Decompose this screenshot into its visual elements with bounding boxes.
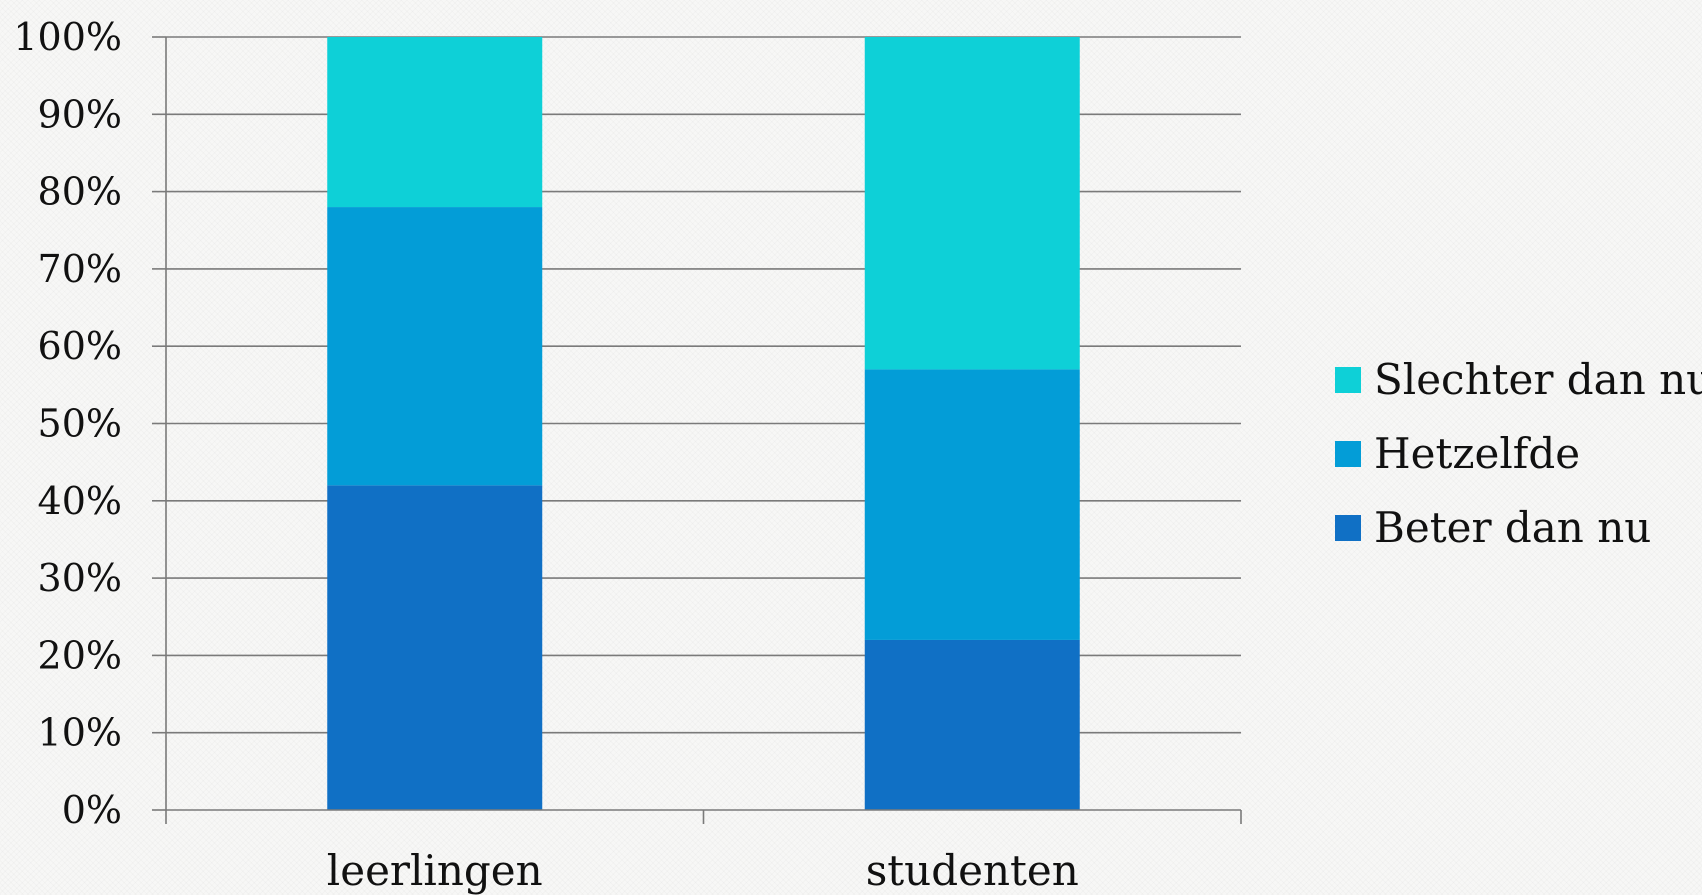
legend-label: Beter dan nu	[1374, 503, 1651, 552]
legend-label: Slechter dan nu	[1374, 355, 1702, 404]
y-tick-label: 10%	[38, 711, 122, 755]
x-category-label: leerlingen	[327, 846, 543, 895]
y-tick-label: 90%	[38, 92, 122, 136]
y-tick-label: 20%	[38, 633, 122, 677]
bar-segment	[864, 37, 1080, 370]
y-tick-label: 60%	[38, 324, 122, 368]
bar-segment	[327, 207, 543, 486]
y-tick-label: 50%	[38, 402, 122, 446]
y-tick-label: 40%	[38, 479, 122, 523]
bar-segment	[327, 37, 543, 208]
x-category-label: studenten	[866, 846, 1079, 895]
y-tick-label: 30%	[38, 556, 122, 600]
y-tick-label: 70%	[38, 247, 122, 291]
legend-swatch	[1335, 367, 1361, 393]
bar-segment	[864, 639, 1080, 810]
bar-segment	[864, 369, 1080, 640]
y-tick-label: 0%	[62, 788, 122, 832]
legend-swatch	[1335, 515, 1361, 541]
axes	[152, 36, 1242, 824]
legend: Slechter dan nu Hetzelfde Beter dan nu	[1335, 355, 1702, 552]
y-tick-label: 100%	[13, 15, 122, 59]
legend-swatch	[1335, 441, 1361, 467]
y-tick-label: 80%	[38, 170, 122, 214]
legend-label: Hetzelfde	[1374, 429, 1580, 478]
y-tick-labels: 0% 10% 20% 30% 40% 50% 60% 70% 80% 90% 100%	[13, 15, 122, 832]
x-category-labels: leerlingen studenten	[327, 846, 1079, 895]
bar-segment	[327, 485, 543, 810]
bars	[327, 37, 1080, 810]
